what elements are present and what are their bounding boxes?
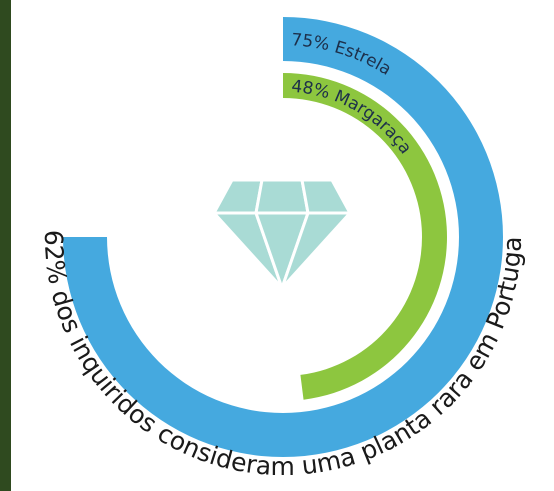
- diamond-facet: [300, 178, 352, 215]
- diamond-facet: [280, 211, 352, 290]
- diamond-facet: [254, 178, 310, 215]
- photo-edge: [0, 0, 11, 491]
- diamond-facet: [212, 178, 264, 215]
- ring-bar: [283, 73, 447, 400]
- diamond-icon: [212, 178, 352, 290]
